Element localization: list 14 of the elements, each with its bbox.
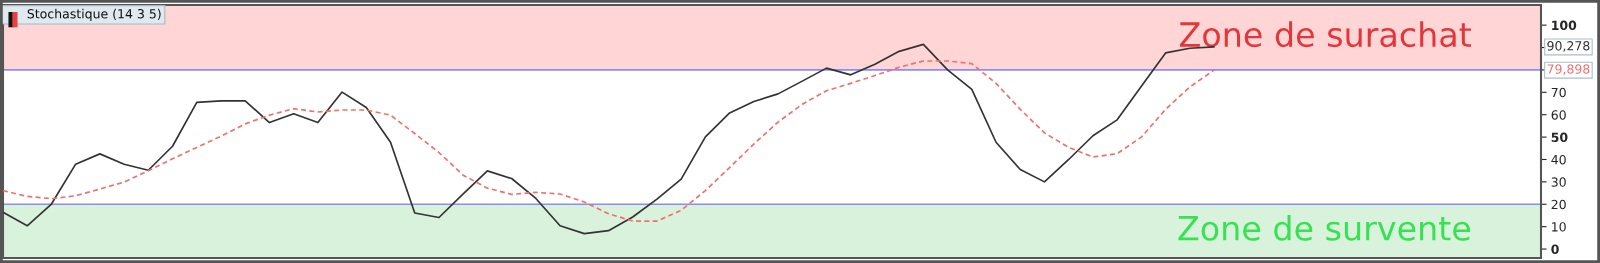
y-tick-label: 0 bbox=[1551, 244, 1559, 254]
y-tick-label: 10 bbox=[1552, 222, 1566, 232]
y-tick-label: 60 bbox=[1551, 110, 1566, 120]
y-tick-label: 30 bbox=[1551, 177, 1566, 187]
y-tick-label: 100 bbox=[1552, 20, 1577, 31]
text: 79,898 bbox=[1547, 64, 1590, 76]
y-tick-label: 20 bbox=[1551, 199, 1566, 210]
y-tick-label: 40 bbox=[1551, 154, 1566, 165]
y-tick-label: 50 bbox=[1551, 132, 1568, 143]
band-label: Zone de surachat bbox=[1180, 21, 1471, 48]
band-label: Zone de survente bbox=[1178, 215, 1471, 241]
y-tick-label: 70 bbox=[1551, 87, 1566, 98]
text: 90,278 bbox=[1547, 41, 1590, 52]
chart-title: Stochastique (14 3 5) bbox=[27, 8, 161, 21]
